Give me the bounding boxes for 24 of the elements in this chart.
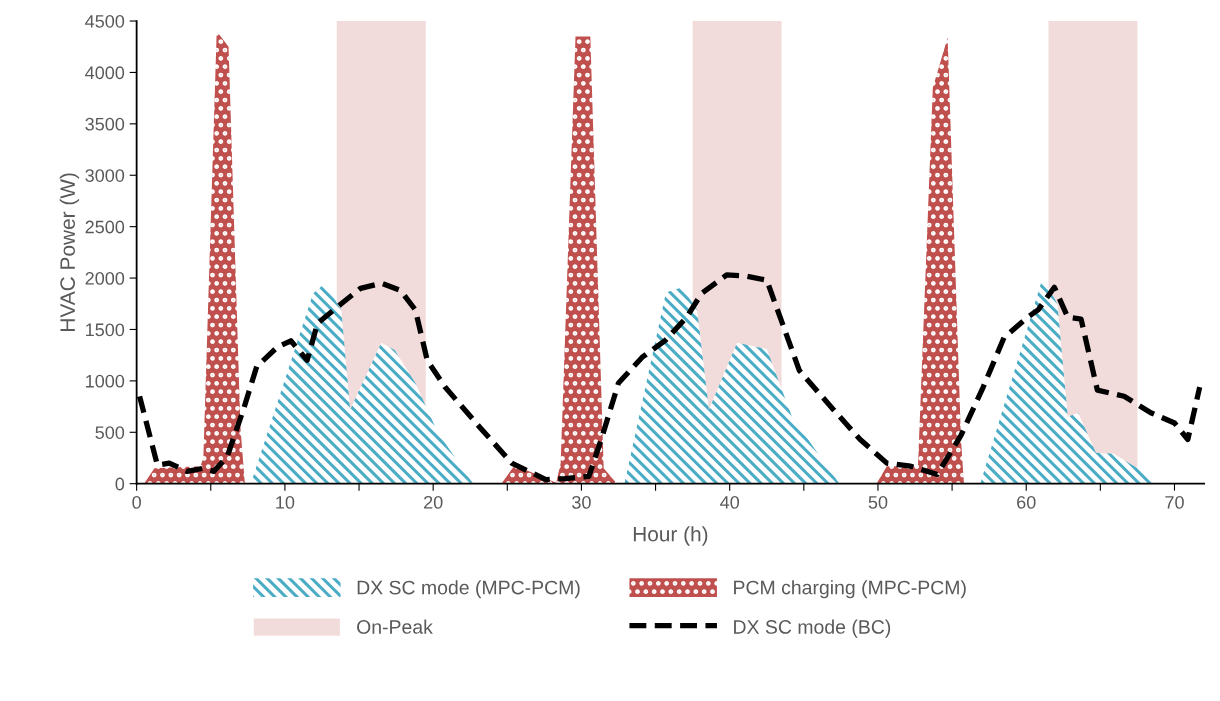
- y-tick-label: 0: [115, 477, 125, 491]
- legend-label: DX SC mode (BC): [734, 619, 891, 638]
- y-tick-label: 3000: [85, 169, 125, 182]
- x-tick-label: 0: [132, 495, 141, 509]
- y-tick-label: 1000: [86, 374, 125, 388]
- x-tick-label: 60: [1017, 495, 1036, 509]
- legend-label: PCM charging (MPC-PCM): [734, 580, 966, 599]
- legend-label: On-Peak: [357, 619, 433, 634]
- x-axis-title: Hour (h): [633, 526, 708, 546]
- legend-label: DX SC mode (MPC-PCM): [357, 580, 580, 599]
- x-tick-label: 30: [572, 495, 591, 509]
- y-tick-label: 4500: [85, 14, 125, 28]
- y-axis-title: HVAC Power (W): [59, 173, 80, 331]
- x-tick-label: 40: [720, 495, 740, 509]
- y-tick-label: 4000: [85, 66, 125, 80]
- y-tick-label: 500: [95, 426, 125, 439]
- x-tick-label: 20: [424, 495, 443, 509]
- x-tick-label: 10: [276, 495, 295, 509]
- y-tick-label: 2000: [85, 272, 125, 285]
- y-tick-label: 2500: [85, 220, 125, 234]
- x-tick-label: 50: [868, 495, 888, 509]
- y-tick-label: 1500: [86, 323, 125, 337]
- x-tick-label: 70: [1165, 495, 1184, 509]
- y-tick-label: 3500: [85, 117, 125, 131]
